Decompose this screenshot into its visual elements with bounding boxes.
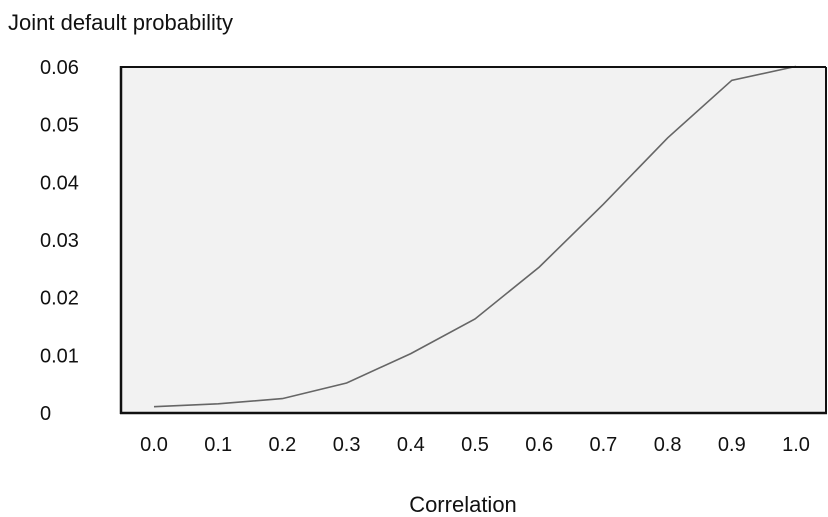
x-tick-label: 0.9: [718, 434, 746, 456]
y-axis-label: Joint default probability: [8, 10, 233, 35]
plot-area: [121, 67, 826, 413]
x-tick-label: 0.0: [140, 434, 168, 456]
x-tick-label: 1.0: [782, 434, 810, 456]
x-tick-label: 0.6: [525, 434, 553, 456]
y-ticks: 0 0.01 0.02 0.03 0.04 0.05 0.06: [40, 57, 79, 425]
y-tick-label: 0.03: [40, 230, 79, 252]
x-tick-label: 0.1: [204, 434, 232, 456]
y-tick-label: 0.05: [40, 115, 79, 137]
y-tick-label: 0: [40, 403, 51, 425]
x-tick-label: 0.4: [397, 434, 425, 456]
x-axis-label: Correlation: [409, 492, 517, 517]
x-tick-label: 0.3: [333, 434, 361, 456]
x-tick-label: 0.8: [654, 434, 682, 456]
y-tick-label: 0.02: [40, 288, 79, 310]
x-tick-label: 0.5: [461, 434, 489, 456]
x-tick-label: 0.7: [589, 434, 617, 456]
x-tick-label: 0.2: [268, 434, 296, 456]
x-ticks: 0.0 0.1 0.2 0.3 0.4 0.5 0.6 0.7 0.8 0.9 1.0: [140, 434, 810, 456]
y-tick-label: 0.04: [40, 172, 79, 194]
series-line: [153, 65, 797, 408]
y-tick-label: 0.01: [40, 345, 79, 367]
y-tick-label: 0.06: [40, 57, 79, 79]
